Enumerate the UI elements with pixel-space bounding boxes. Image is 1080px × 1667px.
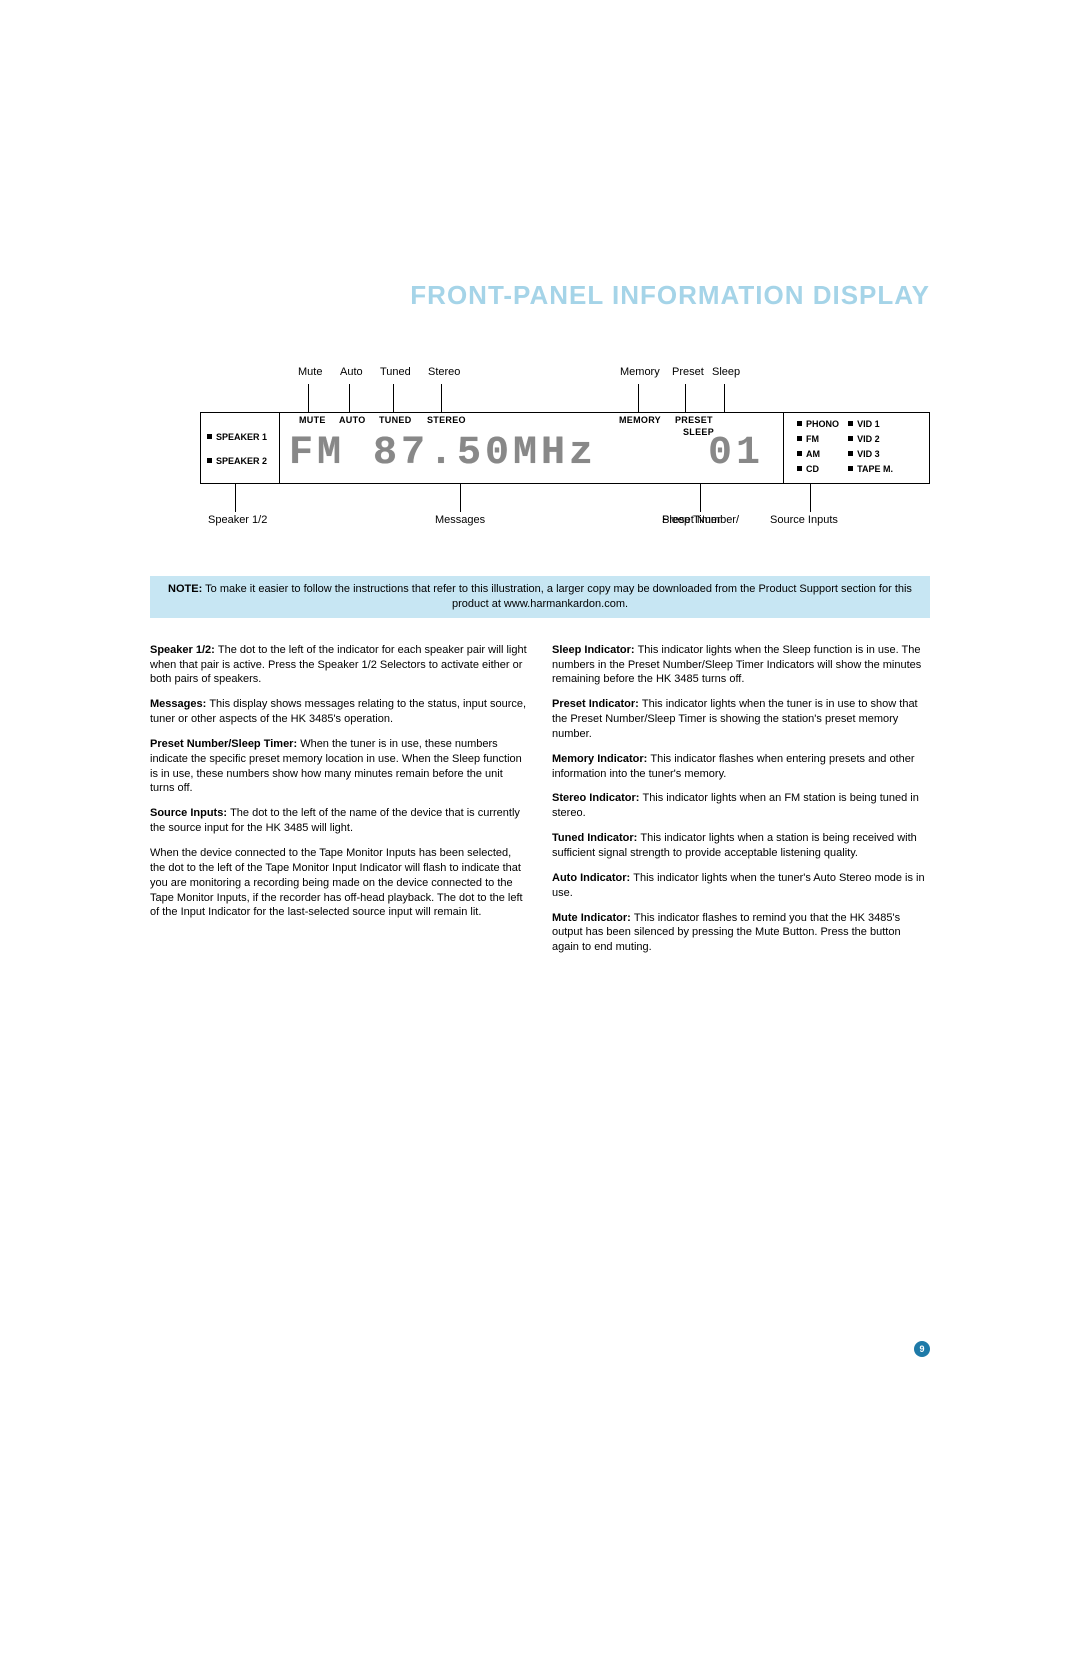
paragraph: Preset Indicator: This indicator lights … xyxy=(552,697,930,742)
label-auto: Auto xyxy=(340,366,363,378)
label-preset: Preset xyxy=(672,366,704,378)
src-col-2: VID 1 VID 2 VID 3 TAPE M. xyxy=(848,417,893,477)
paragraph: Stereo Indicator: This indicator lights … xyxy=(552,791,930,821)
paragraph: Sleep Indicator: This indicator lights w… xyxy=(552,643,930,688)
page-title: FRONT-PANEL INFORMATION DISPLAY xyxy=(150,280,930,311)
paragraph: Source Inputs: The dot to the left of th… xyxy=(150,806,528,836)
src-col-1: PHONO FM AM CD xyxy=(797,417,839,477)
body-columns: Speaker 1/2: The dot to the left of the … xyxy=(150,643,930,965)
top-labels: Mute Auto Tuned Stereo Memory Preset Sle… xyxy=(150,366,930,384)
paragraph: Preset Number/Sleep Timer: When the tune… xyxy=(150,737,528,796)
left-column: Speaker 1/2: The dot to the left of the … xyxy=(150,643,528,965)
paragraph: Mute Indicator: This indicator flashes t… xyxy=(552,911,930,956)
label-memory: Memory xyxy=(620,366,660,378)
display-diagram: Mute Auto Tuned Stereo Memory Preset Sle… xyxy=(150,366,930,546)
label-source-inputs: Source Inputs xyxy=(770,514,838,526)
paragraph: Messages: This display shows messages re… xyxy=(150,697,528,727)
page-number-badge: 9 xyxy=(914,1341,930,1357)
right-column: Sleep Indicator: This indicator lights w… xyxy=(552,643,930,965)
label-speaker12: Speaker 1/2 xyxy=(208,514,267,526)
label-mute: Mute xyxy=(298,366,322,378)
top-connectors xyxy=(150,384,930,412)
paragraph: Memory Indicator: This indicator flashes… xyxy=(552,752,930,782)
paragraph: When the device connected to the Tape Mo… xyxy=(150,846,528,920)
bottom-connectors xyxy=(150,484,930,512)
lcd-preset-number: 01 xyxy=(708,431,764,476)
label-tuned: Tuned xyxy=(380,366,411,378)
paragraph: Auto Indicator: This indicator lights wh… xyxy=(552,871,930,901)
label-sleep: Sleep xyxy=(712,366,740,378)
paragraph: Speaker 1/2: The dot to the left of the … xyxy=(150,643,528,688)
lcd-main-text: FM 87.50MHz xyxy=(289,431,597,476)
label-stereo: Stereo xyxy=(428,366,460,378)
paragraph: Tuned Indicator: This indicator lights w… xyxy=(552,831,930,861)
label-messages: Messages xyxy=(435,514,485,526)
note-box: NOTE: To make it easier to follow the in… xyxy=(150,576,930,618)
speaker-indicators: SPEAKER 1 SPEAKER 2 xyxy=(207,425,267,473)
lcd-display: SPEAKER 1 SPEAKER 2 MUTE AUTO TUNED STER… xyxy=(200,412,930,484)
